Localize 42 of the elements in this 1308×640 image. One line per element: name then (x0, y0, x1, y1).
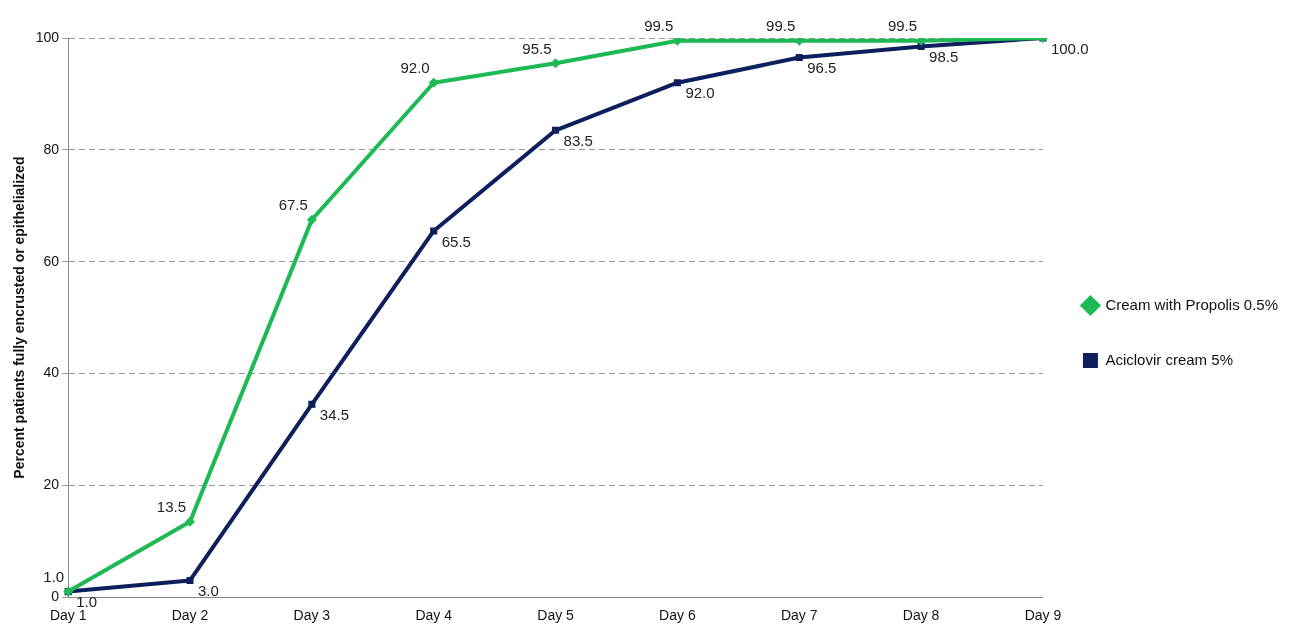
point (428, 77, 439, 88)
data-label: 95.5 (522, 39, 552, 57)
x-tick-label: Day 8 (902, 607, 940, 624)
data-label: 99.5 (644, 17, 674, 35)
y-tick-label: 80 (43, 140, 60, 157)
y-tick-label: 40 (43, 364, 60, 381)
y-axis-title: Percent patients fully encrusted or epithelialized (11, 156, 28, 479)
data-label: 67.5 (278, 196, 308, 214)
legend-label: Cream with Propolis 0.5% (1105, 295, 1279, 313)
data-label: 3.0 (198, 582, 219, 600)
x-tick-label: Day 2 (171, 607, 209, 624)
y-tick-label: 60 (43, 252, 60, 269)
point (185, 516, 196, 527)
y-tick-label: 20 (43, 476, 60, 493)
point (186, 576, 194, 584)
point (308, 400, 316, 408)
data-label: 96.5 (807, 59, 837, 77)
data-label: 99.5 (766, 17, 796, 35)
data-label: 100.0 (1050, 39, 1089, 57)
y-tick-label: 0 (51, 588, 60, 605)
y-tick-label: 100 (35, 28, 60, 45)
data-label: 34.5 (319, 405, 350, 423)
point (552, 126, 560, 134)
data-label: 83.5 (563, 131, 593, 149)
data-label: 65.5 (441, 232, 471, 250)
data-label: 99.5 (887, 17, 918, 35)
data-label: 1.0 (43, 568, 65, 586)
data-label: 92.0 (400, 59, 430, 77)
data-label: 92.0 (685, 84, 715, 102)
x-tick-label: Day 3 (293, 607, 331, 624)
point (306, 214, 317, 225)
point (795, 54, 803, 62)
x-tick-label: Day 4 (415, 607, 453, 624)
x-tick-label: Day 5 (537, 607, 575, 624)
data-label: 13.5 (156, 498, 187, 516)
point (673, 79, 681, 87)
x-tick-label: Day 9 (1024, 607, 1062, 624)
legend-label: Aciclovir cream 5% (1105, 350, 1233, 368)
point (430, 227, 438, 235)
data-label: 98.5 (929, 48, 959, 66)
x-tick-label: Day 7 (780, 607, 818, 624)
x-tick-label: Day 6 (659, 607, 696, 624)
